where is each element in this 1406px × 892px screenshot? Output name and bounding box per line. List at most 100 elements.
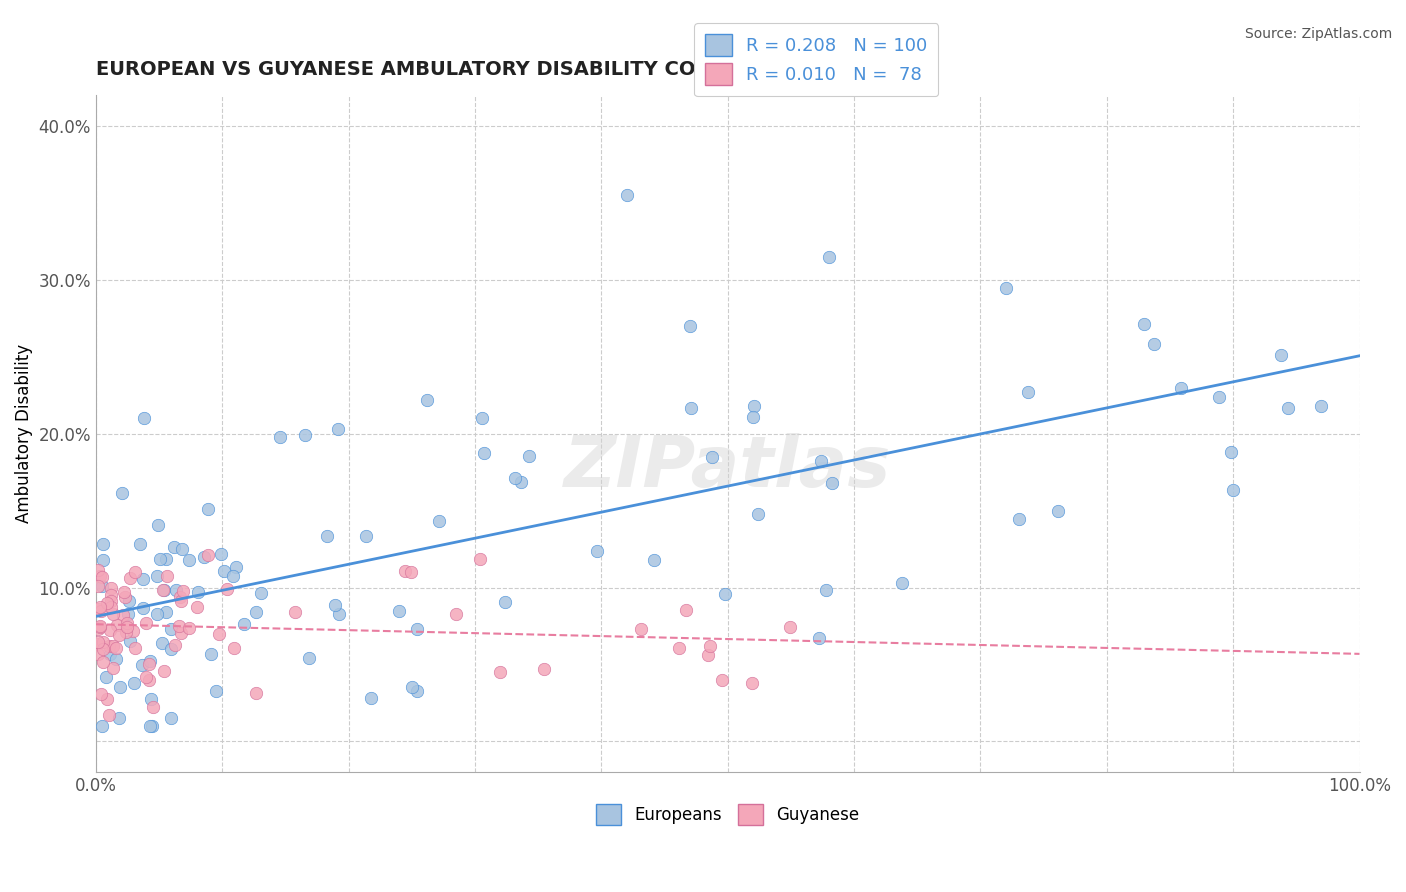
Point [149, 551, 172, 566]
Point [208, 627, 231, 641]
Point [100, 588, 122, 602]
Point [427, 514, 450, 528]
Point [742, 409, 765, 424]
Point [141, 692, 163, 706]
Point [779, 620, 801, 634]
Point [360, 691, 382, 706]
Point [97, 639, 120, 653]
Point [585, 543, 607, 558]
Point [471, 411, 494, 425]
Point [630, 623, 652, 637]
Point [101, 607, 124, 621]
Point [100, 599, 122, 614]
Point [135, 670, 157, 684]
Point [155, 605, 177, 619]
Point [167, 619, 190, 633]
Point [111, 485, 134, 500]
Point [222, 641, 245, 656]
Point [205, 684, 228, 698]
Point [533, 662, 555, 676]
Point [1046, 504, 1069, 518]
Point [146, 607, 169, 621]
Point [177, 553, 200, 567]
Text: ZIPatlas: ZIPatlas [564, 434, 891, 502]
Point [103, 639, 125, 653]
Point [165, 638, 187, 652]
Point [112, 607, 135, 622]
Point [100, 582, 122, 596]
Point [142, 700, 165, 714]
Point [172, 583, 194, 598]
Point [114, 590, 136, 604]
Point [1133, 317, 1156, 331]
Point [132, 600, 155, 615]
Point [298, 651, 321, 665]
Point [114, 625, 136, 640]
Point [232, 617, 254, 632]
Point [700, 450, 723, 464]
Point [160, 642, 183, 657]
Point [91, 635, 114, 649]
Point [742, 399, 765, 413]
Point [197, 548, 219, 562]
Point [1310, 399, 1333, 413]
Point [93, 552, 115, 566]
Point [488, 665, 510, 679]
Point [160, 622, 183, 636]
Point [699, 639, 721, 653]
Point [131, 657, 153, 672]
Point [186, 600, 208, 615]
Point [145, 568, 167, 582]
Point [159, 711, 181, 725]
Point [112, 584, 135, 599]
Legend: Europeans, Guyanese: Europeans, Guyanese [589, 797, 866, 831]
Point [169, 590, 191, 604]
Point [91, 578, 114, 592]
Point [245, 605, 267, 619]
Point [193, 550, 215, 565]
Point [643, 553, 665, 567]
Point [249, 586, 271, 600]
Point [394, 564, 416, 578]
Point [87, 647, 110, 661]
Point [117, 594, 139, 608]
Point [679, 319, 702, 334]
Point [165, 583, 187, 598]
Point [1220, 444, 1243, 458]
Y-axis label: Ambulatory Disability: Ambulatory Disability [15, 344, 32, 524]
Point [124, 641, 146, 656]
Point [444, 607, 467, 621]
Point [108, 680, 131, 694]
Point [120, 634, 142, 648]
Point [1008, 512, 1031, 526]
Point [134, 411, 156, 425]
Point [325, 598, 347, 612]
Point [697, 648, 720, 663]
Point [1277, 401, 1299, 416]
Point [494, 595, 516, 609]
Point [98, 623, 121, 637]
Point [1208, 390, 1230, 404]
Point [153, 664, 176, 678]
Point [1017, 384, 1039, 399]
Point [315, 529, 337, 543]
Point [814, 583, 837, 598]
Point [135, 616, 157, 631]
Point [821, 475, 844, 490]
Point [101, 661, 124, 675]
Point [221, 568, 243, 582]
Point [91, 656, 114, 670]
Point [152, 582, 174, 597]
Point [817, 250, 839, 264]
Point [808, 631, 831, 645]
Point [138, 673, 160, 687]
Point [96, 596, 118, 610]
Point [509, 475, 531, 489]
Point [616, 188, 638, 202]
Point [96, 692, 118, 706]
Point [245, 686, 267, 700]
Point [156, 569, 179, 583]
Point [679, 401, 702, 415]
Point [1270, 347, 1292, 361]
Point [328, 422, 350, 436]
